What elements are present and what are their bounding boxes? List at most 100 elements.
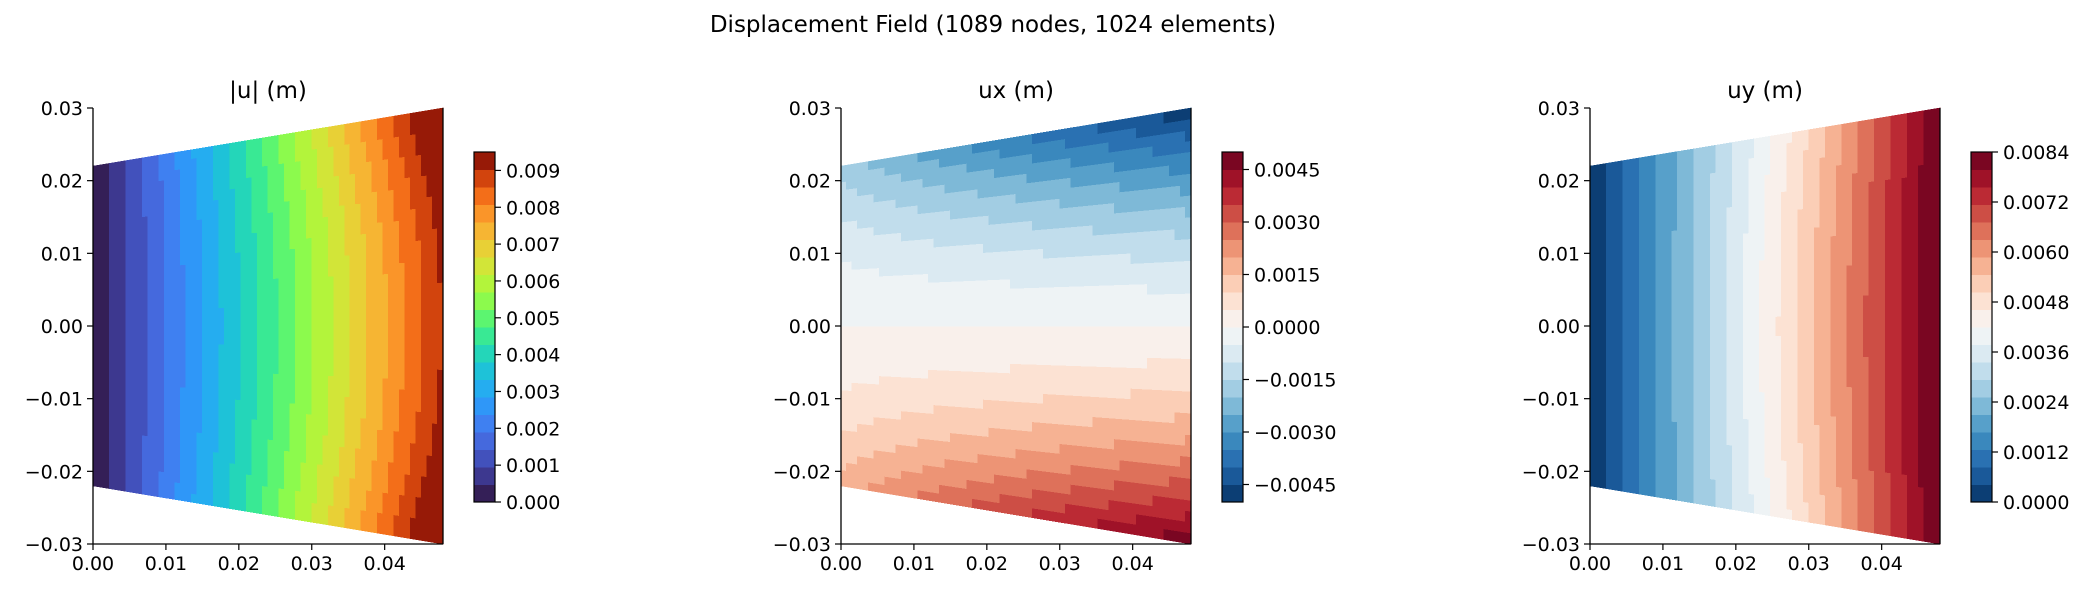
contour-cell	[256, 344, 263, 355]
contour-cell	[878, 358, 886, 369]
contour-cell	[207, 316, 214, 327]
contour-cell	[273, 505, 280, 518]
contour-cell	[366, 140, 373, 152]
contour-cell	[169, 152, 176, 163]
contour-cell	[382, 210, 389, 223]
contour-cell	[1059, 384, 1066, 396]
contour-cell	[1152, 166, 1159, 179]
contour-cell	[152, 478, 159, 489]
contour-cell	[202, 245, 209, 256]
contour-cell	[355, 203, 362, 215]
contour-cell	[955, 226, 962, 237]
contour-cell	[1026, 354, 1033, 365]
contour-cell	[393, 114, 400, 128]
contour-cell	[1119, 284, 1126, 296]
contour-cell	[355, 182, 362, 195]
contour-cell	[911, 402, 918, 413]
contour-cell	[862, 317, 869, 327]
contour-cell	[130, 417, 138, 427]
contour-cell	[191, 334, 198, 345]
contour-cell	[1037, 479, 1044, 491]
contour-cell	[120, 481, 127, 492]
contour-cell	[1059, 276, 1066, 288]
contour-cell	[1157, 527, 1164, 540]
contour-cell	[158, 291, 165, 301]
contour-cell	[889, 215, 896, 226]
contour-cell	[141, 190, 148, 201]
contour-cell	[316, 196, 323, 209]
contour-cell	[169, 238, 176, 249]
contour-cell	[1130, 315, 1137, 327]
contour-cell	[900, 291, 907, 301]
contour-cell	[966, 388, 973, 399]
contour-cell	[245, 325, 252, 336]
contour-cell	[300, 306, 307, 317]
contour-cell	[256, 447, 263, 458]
contour-cell	[988, 500, 995, 512]
contour-cell	[1048, 208, 1055, 220]
contour-cell	[152, 402, 159, 412]
contour-cell	[420, 293, 427, 305]
contour-cell	[273, 354, 280, 365]
contour-cell	[223, 307, 231, 318]
contour-cell	[900, 444, 907, 455]
contour-cell	[993, 260, 1000, 271]
contour-cell	[245, 158, 252, 169]
contour-cell	[120, 440, 127, 451]
contour-cell	[939, 369, 946, 380]
contour-cell	[1075, 235, 1082, 247]
contour-cell	[1125, 377, 1132, 389]
contour-cell	[114, 317, 121, 327]
contour-cell	[240, 251, 247, 262]
contour-cell	[917, 360, 924, 370]
contour-cell	[993, 279, 1000, 290]
contour-cell	[884, 359, 891, 369]
contour-cell	[1032, 344, 1039, 356]
contour-cell	[1103, 284, 1110, 296]
contour-cell	[426, 163, 433, 176]
contour-cell	[1059, 404, 1066, 416]
contour-cell	[1004, 381, 1011, 393]
contour-cell	[409, 516, 416, 530]
contour-cell	[1048, 374, 1055, 385]
contour-cell	[944, 467, 951, 478]
contour-cell	[977, 389, 984, 400]
contour-cell	[284, 421, 291, 433]
contour-cell	[1136, 419, 1143, 432]
contour-cell	[344, 497, 351, 509]
contour-cell	[857, 366, 864, 376]
contour-cell	[295, 393, 302, 405]
contour-cell	[213, 433, 220, 444]
contour-cell	[371, 377, 378, 389]
colorbar-band	[474, 449, 495, 468]
contour-cell	[1146, 251, 1154, 264]
contour-cell	[431, 162, 438, 176]
y-tick-label: −0.02	[25, 461, 83, 483]
contour-cell	[223, 380, 231, 391]
contour-cell	[1026, 487, 1033, 499]
contour-cell	[1086, 365, 1093, 377]
contour-cell	[262, 165, 269, 176]
contour-cell	[1032, 316, 1039, 327]
contour-cell	[1004, 297, 1011, 308]
contour-cell	[961, 144, 968, 156]
contour-cell	[234, 334, 241, 345]
contour-cell	[1157, 154, 1164, 167]
contour-cell	[1097, 193, 1104, 205]
contour-cell	[1157, 186, 1164, 199]
contour-cell	[1119, 170, 1126, 183]
contour-cell	[971, 389, 979, 400]
contour-cell	[120, 317, 127, 327]
contour-cell	[305, 472, 313, 484]
contour-cell	[300, 500, 307, 512]
contour-cell	[278, 459, 285, 471]
contour-cell	[840, 237, 847, 247]
contour-cell	[1125, 367, 1132, 379]
contour-cell	[174, 255, 181, 266]
contour-cell	[1152, 516, 1159, 529]
contour-cell	[295, 412, 302, 424]
contour-cell	[900, 461, 907, 472]
contour-cell	[1152, 304, 1159, 316]
contour-cell	[1136, 524, 1143, 537]
contour-cell	[349, 183, 356, 195]
